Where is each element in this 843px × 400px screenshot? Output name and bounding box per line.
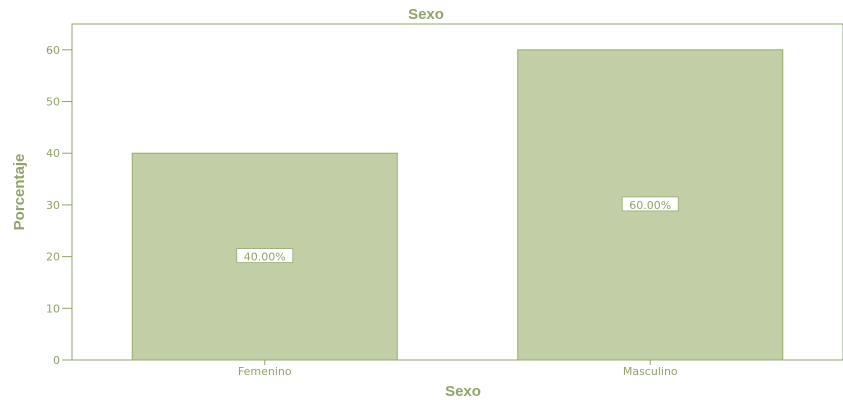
- y-tick-label: 30: [46, 199, 60, 212]
- x-axis-label: Sexo: [445, 383, 481, 400]
- y-axis-label: Porcentaje: [11, 154, 28, 231]
- data-label-box: [236, 248, 294, 264]
- x-axis: Femenino Masculino: [238, 360, 678, 378]
- y-tick-label: 60: [46, 44, 60, 57]
- data-label: 60.00%: [629, 199, 671, 212]
- y-axis: 0 10 20 30 40 50 60: [46, 44, 72, 367]
- y-tick-label: 20: [46, 251, 60, 264]
- x-tick-label: Masculino: [623, 365, 678, 378]
- x-tick-label: Femenino: [238, 365, 292, 378]
- y-tick-label: 0: [53, 354, 60, 367]
- data-label-box: [621, 196, 679, 212]
- chart-title: Sexo: [408, 6, 444, 23]
- y-tick-label: 10: [46, 302, 60, 315]
- data-label: 40.00%: [244, 251, 286, 264]
- plot-frame: [71, 23, 843, 361]
- y-tick-label: 40: [46, 147, 60, 160]
- bars-group: 40.00% 60.00%: [131, 49, 784, 361]
- y-tick-label: 50: [46, 96, 60, 109]
